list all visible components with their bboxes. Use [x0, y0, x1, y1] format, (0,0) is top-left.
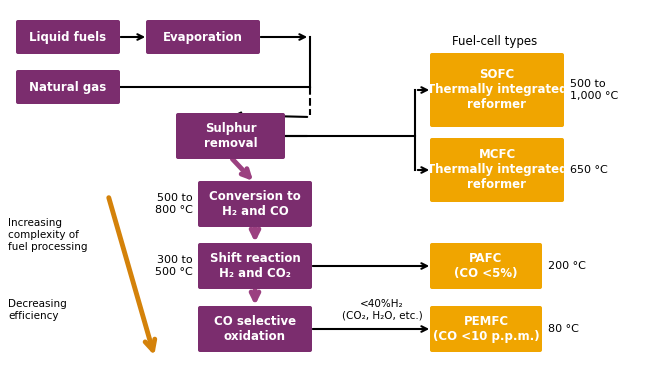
- Text: 500 to
1,000 °C: 500 to 1,000 °C: [570, 79, 618, 101]
- Text: Sulphur
removal: Sulphur removal: [203, 122, 257, 150]
- Text: 80 °C: 80 °C: [548, 324, 579, 334]
- Text: (CO₂, H₂O, etc.): (CO₂, H₂O, etc.): [342, 311, 422, 321]
- Text: 300 to
500 °C: 300 to 500 °C: [155, 255, 193, 277]
- FancyBboxPatch shape: [198, 243, 312, 289]
- Text: CO selective
oxidation: CO selective oxidation: [214, 315, 296, 343]
- FancyBboxPatch shape: [430, 243, 542, 289]
- Text: Decreasing
efficiency: Decreasing efficiency: [8, 299, 67, 321]
- Text: 650 °C: 650 °C: [570, 165, 608, 175]
- FancyBboxPatch shape: [16, 70, 120, 104]
- Text: Natural gas: Natural gas: [29, 81, 107, 94]
- FancyBboxPatch shape: [430, 138, 564, 202]
- Text: MCFC
Thermally integrated
reformer: MCFC Thermally integrated reformer: [427, 149, 567, 191]
- Text: 500 to
800 °C: 500 to 800 °C: [155, 193, 193, 215]
- Text: PEMFC
(CO <10 p.p.m.): PEMFC (CO <10 p.p.m.): [433, 315, 540, 343]
- Text: Fuel-cell types: Fuel-cell types: [452, 36, 538, 49]
- FancyBboxPatch shape: [176, 113, 285, 159]
- FancyBboxPatch shape: [430, 306, 542, 352]
- Text: Shift reaction
H₂ and CO₂: Shift reaction H₂ and CO₂: [209, 252, 300, 280]
- Text: Conversion to
H₂ and CO: Conversion to H₂ and CO: [209, 190, 301, 218]
- FancyBboxPatch shape: [198, 306, 312, 352]
- Text: Evaporation: Evaporation: [163, 31, 243, 44]
- FancyBboxPatch shape: [16, 20, 120, 54]
- Text: Liquid fuels: Liquid fuels: [29, 31, 107, 44]
- Text: 200 °C: 200 °C: [548, 261, 586, 271]
- FancyBboxPatch shape: [198, 181, 312, 227]
- Text: SOFC
Thermally integrated
reformer: SOFC Thermally integrated reformer: [427, 68, 567, 112]
- FancyBboxPatch shape: [430, 53, 564, 127]
- Text: <40%H₂: <40%H₂: [360, 299, 404, 309]
- Text: Increasing
complexity of
fuel processing: Increasing complexity of fuel processing: [8, 219, 88, 252]
- Text: PAFC
(CO <5%): PAFC (CO <5%): [454, 252, 518, 280]
- FancyBboxPatch shape: [146, 20, 260, 54]
